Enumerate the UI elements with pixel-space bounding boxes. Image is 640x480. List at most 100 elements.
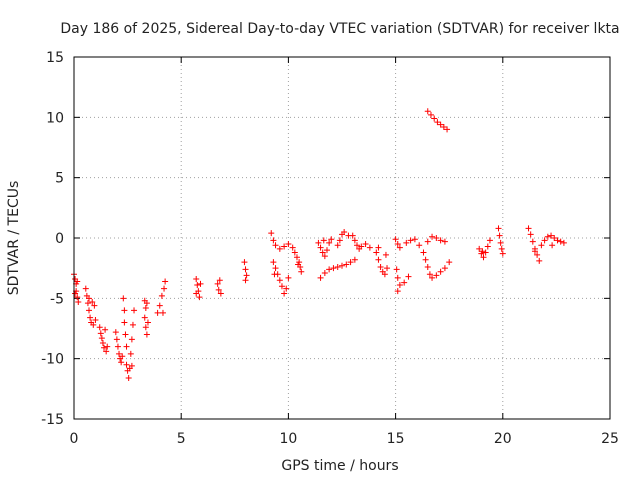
data-point	[549, 242, 556, 249]
data-point	[98, 335, 105, 342]
data-point	[128, 336, 135, 343]
data-point	[429, 274, 436, 281]
data-point	[424, 238, 431, 245]
data-point	[123, 361, 130, 368]
data-point	[143, 300, 150, 307]
data-point	[96, 324, 103, 331]
data-point	[434, 119, 441, 126]
data-point	[270, 259, 277, 266]
data-point	[92, 317, 99, 324]
data-point	[242, 277, 249, 284]
data-point	[194, 282, 201, 289]
x-tick-label: 5	[177, 431, 186, 447]
data-point	[557, 238, 564, 245]
data-point	[102, 326, 109, 333]
data-point	[377, 263, 384, 270]
data-point	[334, 263, 341, 270]
data-point	[433, 235, 440, 241]
data-point	[293, 254, 300, 261]
data-point	[393, 266, 400, 273]
data-point	[113, 336, 120, 343]
y-tick-label: 5	[55, 171, 64, 187]
data-point	[158, 292, 165, 299]
data-point	[437, 121, 444, 128]
data-point	[407, 237, 414, 244]
data-point	[91, 302, 98, 309]
data-point	[97, 330, 104, 337]
x-tick-label: 20	[494, 431, 512, 447]
data-point	[317, 244, 324, 251]
data-point	[103, 348, 110, 355]
data-point	[272, 265, 279, 272]
data-point	[441, 238, 448, 245]
data-point	[143, 331, 150, 338]
y-tick-label: -5	[50, 291, 64, 307]
data-point	[129, 321, 136, 328]
data-point	[104, 343, 111, 350]
data-point	[497, 239, 504, 246]
data-point	[373, 249, 380, 256]
data-point	[534, 251, 541, 258]
data-point	[281, 243, 288, 250]
data-point	[420, 249, 427, 256]
data-point	[119, 353, 126, 360]
data-point	[89, 298, 96, 305]
chart-title: Day 186 of 2025, Sidereal Day-to-day VTE…	[60, 21, 619, 37]
grid-lines	[74, 57, 610, 419]
data-point	[334, 242, 341, 249]
data-point	[484, 243, 491, 250]
data-point	[440, 123, 447, 130]
data-point	[215, 286, 222, 293]
data-point	[272, 242, 279, 249]
data-point	[283, 285, 290, 292]
data-point	[347, 259, 354, 266]
data-point	[321, 253, 328, 260]
data-point	[242, 266, 249, 273]
data-point	[123, 343, 130, 350]
data-point	[392, 236, 399, 243]
data-point	[74, 278, 81, 285]
data-point	[416, 242, 423, 249]
data-point	[433, 272, 440, 279]
data-point	[536, 257, 543, 264]
data-point	[531, 248, 538, 255]
data-point	[289, 244, 296, 251]
y-tick-label: 15	[46, 50, 64, 66]
data-point	[375, 244, 382, 251]
data-point	[424, 263, 431, 270]
data-point	[317, 274, 324, 281]
data-point	[127, 350, 134, 357]
data-point	[358, 243, 365, 250]
data-point	[271, 271, 278, 278]
data-point	[241, 259, 248, 266]
x-tick-label: 25	[601, 431, 619, 447]
data-point	[291, 249, 298, 256]
data-point	[482, 249, 489, 256]
y-tick-label: -10	[41, 352, 64, 368]
data-point	[405, 273, 412, 280]
data-point	[551, 235, 558, 241]
data-point	[351, 237, 358, 244]
data-point	[319, 249, 326, 256]
data-point	[541, 237, 548, 244]
data-point	[343, 261, 350, 268]
y-tick-label: -15	[41, 412, 64, 428]
data-point	[161, 285, 168, 292]
data-point	[128, 362, 135, 369]
data-point	[101, 344, 108, 351]
x-axis-label: GPS time / hours	[281, 458, 398, 474]
data-point	[268, 230, 275, 237]
data-point	[84, 300, 91, 307]
data-point	[326, 266, 333, 273]
data-point	[437, 268, 444, 275]
data-point	[429, 233, 436, 240]
y-tick-label: 0	[55, 231, 64, 247]
data-point	[375, 256, 382, 263]
data-point	[525, 225, 532, 232]
data-point	[529, 238, 536, 245]
data-point	[351, 256, 358, 263]
plot-frame	[73, 56, 611, 420]
data-point	[112, 329, 119, 336]
data-point	[87, 314, 94, 321]
